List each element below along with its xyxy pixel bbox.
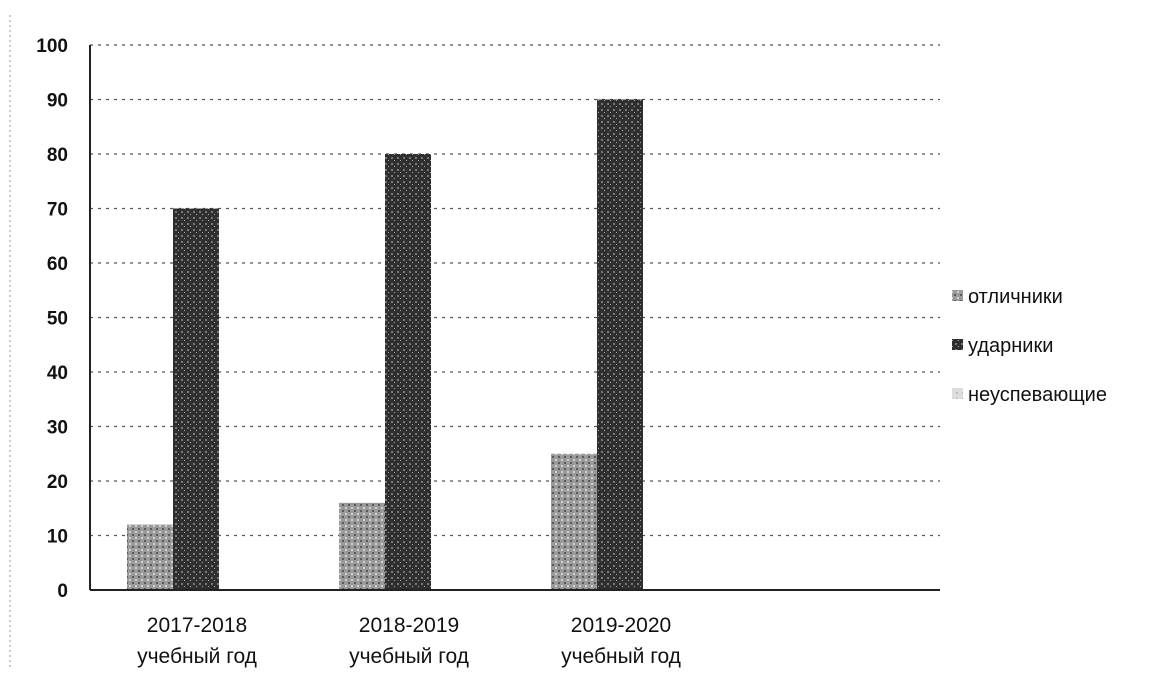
- bar-отличники-0: [127, 524, 173, 590]
- legend-swatch-1: [952, 339, 963, 350]
- legend-swatch-2: [952, 388, 963, 399]
- x-category-label-0: 2017-2018 учебный год: [137, 614, 257, 668]
- x-category-label-2-line-0: 2019-2020: [571, 614, 671, 637]
- bar-ударники-0: [173, 208, 219, 590]
- gridlines: [90, 44, 940, 537]
- x-category-label-1-line-0: 2018-2019: [359, 614, 459, 637]
- bar-ударники-1: [385, 154, 431, 590]
- legend-swatch-0: [952, 290, 963, 301]
- y-tick-label-0: 0: [57, 581, 68, 602]
- y-tick-label-20: 20: [47, 472, 68, 493]
- y-tick-label-90: 90: [47, 91, 68, 112]
- axes: [9, 15, 940, 670]
- y-tick-label-70: 70: [47, 200, 68, 221]
- x-category-label-2-line-1: учебный год: [561, 645, 681, 668]
- legend-label-2: неуспевающие: [968, 384, 1107, 406]
- x-category-label-2: 2019-2020 учебный год: [561, 614, 681, 668]
- y-tick-label-30: 30: [47, 418, 68, 439]
- y-tick-label-50: 50: [47, 309, 68, 330]
- bar-ударники-2: [597, 99, 643, 590]
- y-tick-label-100: 100: [36, 36, 68, 57]
- legend-label-0: отличники: [968, 286, 1063, 308]
- x-category-label-1: 2018-2019 учебный год: [349, 614, 469, 668]
- x-category-label-0-line-0: 2017-2018: [147, 614, 247, 637]
- bars: [127, 99, 643, 590]
- x-axis-category-labels: 2017-2018 учебный год 2018-2019 учебный год…: [137, 614, 681, 668]
- x-category-label-0-line-1: учебный год: [137, 645, 257, 668]
- y-tick-label-60: 60: [47, 254, 68, 275]
- legend-label-1: ударники: [968, 335, 1053, 357]
- y-tick-label-40: 40: [47, 363, 68, 384]
- bar-отличники-1: [339, 502, 385, 590]
- y-axis-tick-labels: 0 10 20 30 40 50 60 70 80 90 100: [36, 36, 68, 602]
- y-tick-label-80: 80: [47, 145, 68, 166]
- x-category-label-1-line-1: учебный год: [349, 645, 469, 668]
- y-tick-label-10: 10: [47, 527, 68, 548]
- bar-отличники-2: [551, 453, 597, 590]
- legend: отличники ударники неуспевающие: [952, 286, 1107, 406]
